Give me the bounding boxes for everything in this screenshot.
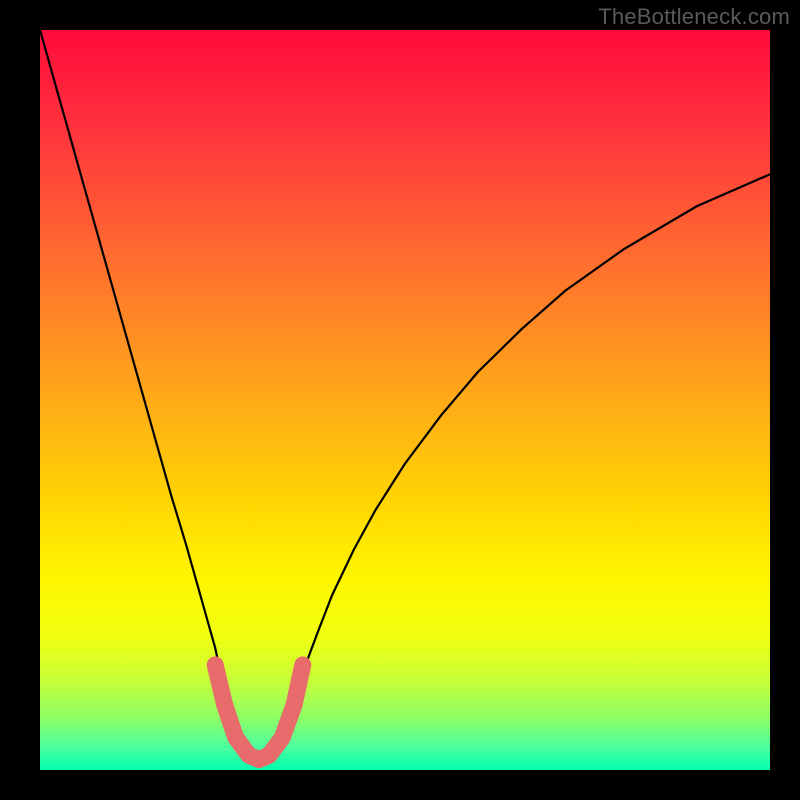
bottleneck-chart xyxy=(40,30,770,770)
gradient-background xyxy=(40,30,770,770)
watermark-text: TheBottleneck.com xyxy=(598,4,790,30)
chart-svg xyxy=(40,30,770,770)
